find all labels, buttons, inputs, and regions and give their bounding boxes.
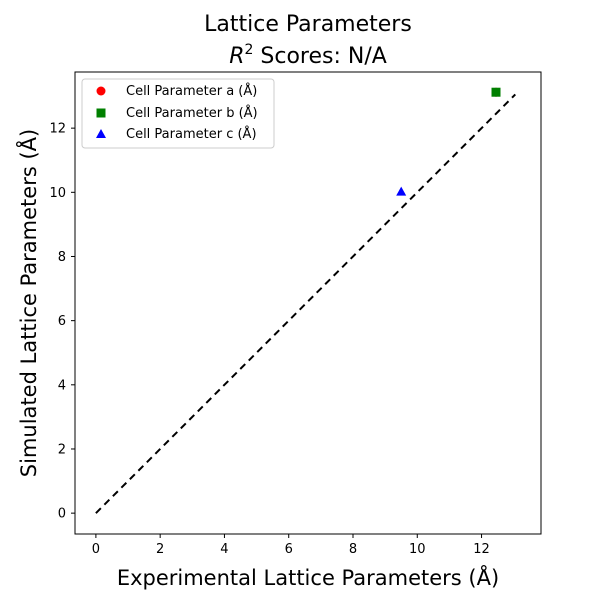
y-tick-label: 2: [58, 442, 66, 457]
y-tick-label: 6: [58, 314, 66, 329]
x-tick-label: 6: [285, 542, 293, 557]
x-tick-label: 2: [156, 542, 164, 557]
x-tick-label: 10: [409, 542, 426, 557]
x-tick-label: 4: [220, 542, 228, 557]
data-point-series-2: [396, 186, 407, 196]
legend-marker-b: [96, 108, 106, 118]
legend-label-a: Cell Parameter a (Å): [126, 83, 257, 99]
y-tick-label: 4: [58, 378, 66, 393]
identity-reference-line: [95, 93, 516, 514]
legend-box: [81, 78, 275, 149]
plot-frame: [74, 71, 542, 535]
legend-marker-c: [96, 129, 106, 138]
y-tick-label: 12: [49, 122, 66, 137]
y-tick-label: 10: [49, 186, 66, 201]
legend-label-b: Cell Parameter b (Å): [126, 105, 258, 121]
chart-title-line2: R2 Scores: N/A: [229, 42, 387, 69]
legend-marker-a: [96, 86, 106, 96]
data-points: [396, 87, 501, 196]
x-tick-label: 12: [473, 542, 490, 557]
data-point-series-1: [491, 87, 501, 97]
chart-title-line1: Lattice Parameters: [204, 12, 412, 37]
legend-label-c: Cell Parameter c (Å): [126, 126, 257, 142]
legend: Cell Parameter a (Å) Cell Parameter b (Å…: [81, 78, 275, 149]
y-tick-label: 8: [58, 250, 66, 265]
x-axis-label: Experimental Lattice Parameters (Å): [117, 564, 499, 590]
y-tick-label: 0: [58, 507, 66, 522]
y-axis-label: Simulated Lattice Parameters (Å): [15, 129, 41, 477]
axes-ticks: 0 2 4 6 8 10 12 0 2 4 6 8 10 12: [49, 122, 489, 557]
x-tick-label: 8: [349, 542, 357, 557]
x-tick-label: 0: [92, 542, 100, 557]
